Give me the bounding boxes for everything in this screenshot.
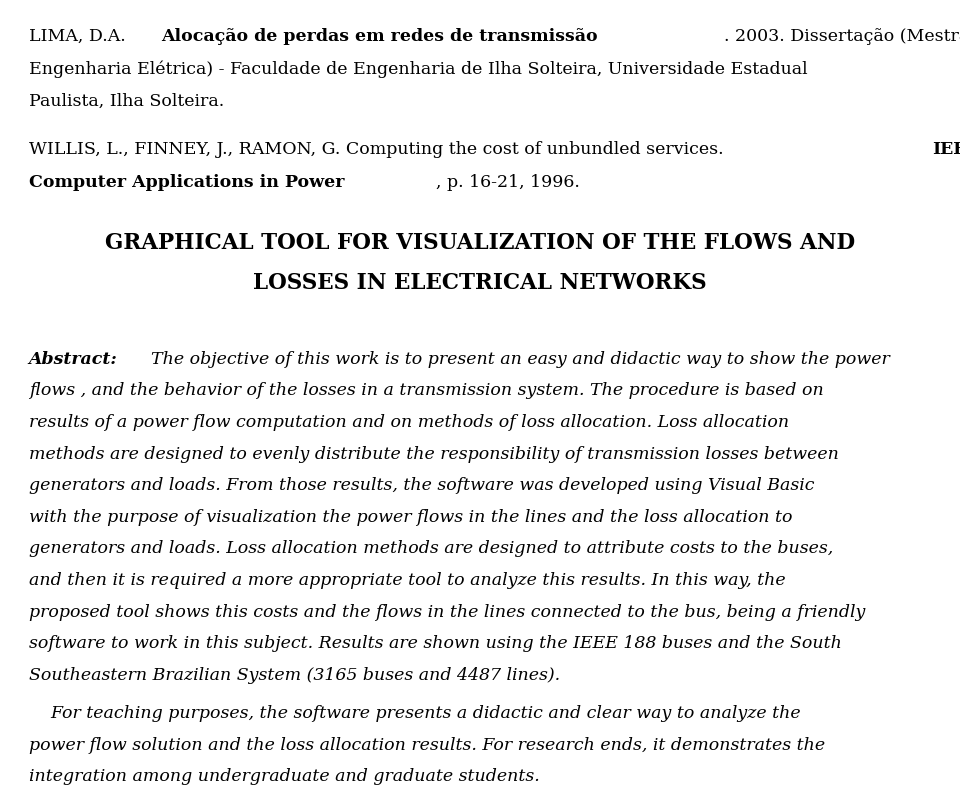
Text: software to work in this subject. Results are shown using the IEEE 188 buses and: software to work in this subject. Result… xyxy=(29,635,842,653)
Text: For teaching purposes, the software presents a didactic and clear way to analyze: For teaching purposes, the software pres… xyxy=(29,705,801,722)
Text: proposed tool shows this costs and the flows in the lines connected to the bus, : proposed tool shows this costs and the f… xyxy=(29,604,865,621)
Text: methods are designed to evenly distribute the responsibility of transmission los: methods are designed to evenly distribut… xyxy=(29,445,839,463)
Text: generators and loads. From those results, the software was developed using Visua: generators and loads. From those results… xyxy=(29,477,814,494)
Text: GRAPHICAL TOOL FOR VISUALIZATION OF THE FLOWS AND: GRAPHICAL TOOL FOR VISUALIZATION OF THE … xyxy=(105,232,855,254)
Text: Paulista, Ilha Solteira.: Paulista, Ilha Solteira. xyxy=(29,93,224,109)
Text: Computer Applications in Power: Computer Applications in Power xyxy=(29,174,345,191)
Text: with the purpose of visualization the power flows in the lines and the loss allo: with the purpose of visualization the po… xyxy=(29,509,792,526)
Text: Engenharia Elétrica) - Faculdade de Engenharia de Ilha Solteira, Universidade Es: Engenharia Elétrica) - Faculdade de Enge… xyxy=(29,60,807,78)
Text: The objective of this work is to present an easy and didactic way to show the po: The objective of this work is to present… xyxy=(151,350,890,368)
Text: power flow solution and the loss allocation results. For research ends, it demon: power flow solution and the loss allocat… xyxy=(29,736,825,754)
Text: results of a power flow computation and on methods of loss allocation. Loss allo: results of a power flow computation and … xyxy=(29,414,789,431)
Text: Alocação de perdas em redes de transmissão: Alocação de perdas em redes de transmiss… xyxy=(160,28,597,44)
Text: . 2003. Dissertação (Mestrado em: . 2003. Dissertação (Mestrado em xyxy=(724,28,960,44)
Text: WILLIS, L., FINNEY, J., RAMON, G. Computing the cost of unbundled services.: WILLIS, L., FINNEY, J., RAMON, G. Comput… xyxy=(29,141,729,158)
Text: , p. 16-21, 1996.: , p. 16-21, 1996. xyxy=(436,174,580,191)
Text: generators and loads. Loss allocation methods are designed to attribute costs to: generators and loads. Loss allocation me… xyxy=(29,540,833,558)
Text: Southeastern Brazilian System (3165 buses and 4487 lines).: Southeastern Brazilian System (3165 buse… xyxy=(29,667,560,684)
Text: integration among undergraduate and graduate students.: integration among undergraduate and grad… xyxy=(29,768,540,785)
Text: Abstract:: Abstract: xyxy=(29,350,124,368)
Text: LIMA, D.A.: LIMA, D.A. xyxy=(29,28,132,44)
Text: flows , and the behavior of the losses in a transmission system. The procedure i: flows , and the behavior of the losses i… xyxy=(29,382,824,399)
Text: and then it is required a more appropriate tool to analyze this results. In this: and then it is required a more appropria… xyxy=(29,572,785,589)
Text: IEEE: IEEE xyxy=(932,141,960,158)
Text: LOSSES IN ELECTRICAL NETWORKS: LOSSES IN ELECTRICAL NETWORKS xyxy=(253,271,707,293)
